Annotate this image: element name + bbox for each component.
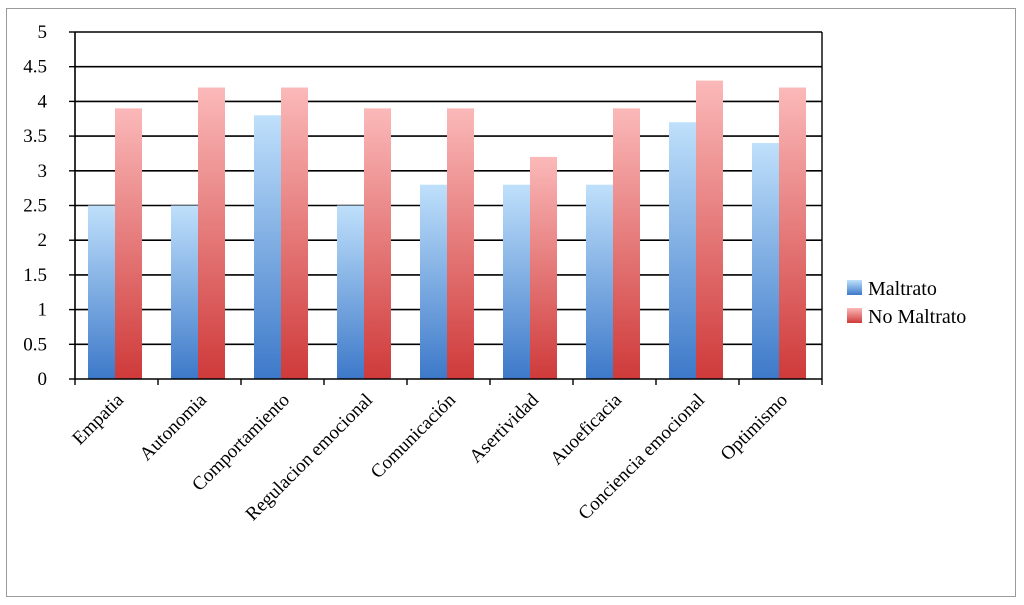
bar-no-maltrato xyxy=(613,108,640,379)
x-category-label: Empatia xyxy=(68,389,128,449)
y-tick-label: 3 xyxy=(38,161,48,182)
x-category-label: Optimismo xyxy=(717,390,792,465)
bar-maltrato xyxy=(669,122,696,379)
x-category-label: Comunicación xyxy=(367,389,461,483)
x-category-label: Auoeficacia xyxy=(546,389,626,469)
bar-maltrato xyxy=(752,143,779,379)
bar-no-maltrato xyxy=(198,87,225,380)
bar-no-maltrato xyxy=(364,108,391,379)
y-tick-label: 2 xyxy=(38,230,48,251)
y-tick-label: 2.5 xyxy=(23,196,47,217)
x-category-label: Autonomia xyxy=(136,389,212,465)
bar-maltrato xyxy=(503,184,530,379)
bar-no-maltrato xyxy=(281,87,308,380)
bar-no-maltrato xyxy=(530,156,557,379)
y-tick-label: 0.5 xyxy=(23,334,47,355)
y-tick-label: 5 xyxy=(38,22,48,43)
x-axis-ticks: Empatia AutonomiaComportamientoRegulacion… xyxy=(68,379,823,525)
y-tick-label: 1 xyxy=(38,300,48,321)
bar-maltrato xyxy=(586,184,613,379)
bar-no-maltrato xyxy=(447,108,474,379)
y-tick-label: 4 xyxy=(38,91,48,112)
legend-swatch-no-maltrato xyxy=(847,308,862,323)
legend-label: No Maltrato xyxy=(868,306,966,328)
bar-no-maltrato xyxy=(779,87,806,380)
bar-maltrato xyxy=(337,205,364,379)
bars xyxy=(88,80,806,380)
y-tick-label: 1.5 xyxy=(23,265,47,286)
legend-swatch-maltrato xyxy=(847,280,862,295)
bar-no-maltrato xyxy=(696,80,723,379)
bar-maltrato xyxy=(88,205,115,379)
y-tick-label: 4.5 xyxy=(23,57,47,78)
bar-no-maltrato xyxy=(115,108,142,379)
bar-maltrato xyxy=(171,205,198,379)
bar-maltrato xyxy=(254,115,281,379)
y-tick-label: 3.5 xyxy=(23,126,47,147)
legend: Maltrato No Maltrato xyxy=(847,278,966,328)
legend-label: Maltrato xyxy=(868,278,937,300)
bar-maltrato xyxy=(420,184,447,379)
x-category-label: Asertividad xyxy=(465,389,543,467)
y-tick-label: 0 xyxy=(38,369,48,390)
y-axis-ticks: 0 0.5 1 1.5 2 2.5 3 3.5 4 4.5 5 xyxy=(23,22,75,390)
